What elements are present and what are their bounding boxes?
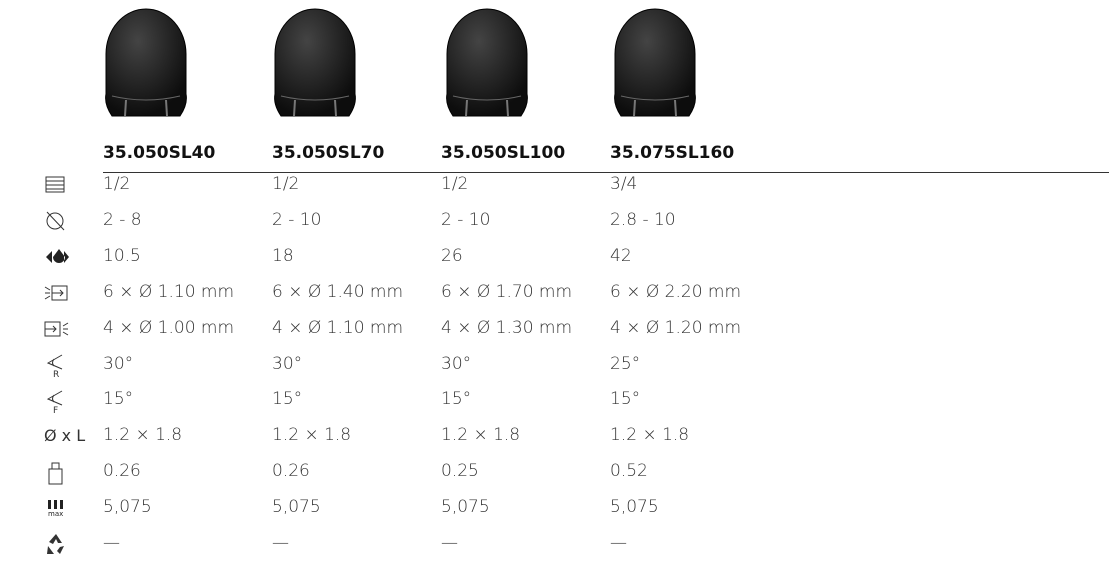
recycle-icon <box>47 534 64 554</box>
front-angle-icon: F <box>46 390 63 414</box>
column-header: 35.050SL40 <box>103 143 216 163</box>
cell: 1/2 <box>272 174 300 194</box>
cell: 6 × Ø 2.20 mm <box>610 281 742 302</box>
cell: 5,075 <box>610 497 659 518</box>
cell: 5,075 <box>272 497 321 518</box>
cell: 2 - 8 <box>103 209 142 230</box>
cell: 1.2 × 1.8 <box>441 425 521 446</box>
cell: 2 - 10 <box>441 209 491 230</box>
cell: 1.2 × 1.8 <box>610 425 690 446</box>
diameter-icon <box>46 211 65 231</box>
inlet-icon <box>44 285 68 301</box>
cell: — <box>103 533 120 553</box>
cell: 0.25 <box>441 461 479 482</box>
cell: 2 - 10 <box>272 209 322 230</box>
cell: 15° <box>272 389 303 410</box>
cell: 5,075 <box>441 497 490 518</box>
cell: 30° <box>103 353 134 374</box>
cell: 15° <box>610 389 641 410</box>
column-header: 35.050SL70 <box>272 143 385 163</box>
cell: 18 <box>272 245 294 266</box>
nozzle-image <box>613 8 697 117</box>
max-pressure-icon: max <box>48 500 63 518</box>
cell: 1.2 × 1.8 <box>103 425 183 446</box>
svg-text:max: max <box>48 510 63 518</box>
cell: 26 <box>441 245 463 266</box>
cell: 0.26 <box>103 461 141 482</box>
nozzle-image <box>273 8 357 117</box>
cell: 42 <box>610 245 632 266</box>
cell: 1/2 <box>441 174 469 194</box>
svg-text:R: R <box>53 370 59 378</box>
cell: 6 × Ø 1.40 mm <box>272 281 404 302</box>
rear-angle-icon: R <box>46 354 63 378</box>
cell: 10.5 <box>103 245 141 266</box>
svg-text:F: F <box>53 406 58 414</box>
weight-icon <box>48 462 63 485</box>
cell: 6 × Ø 1.10 mm <box>103 281 235 302</box>
cell: 15° <box>441 389 472 410</box>
outlet-icon <box>44 321 69 337</box>
cell: 1.2 × 1.8 <box>272 425 352 446</box>
cell: 6 × Ø 1.70 mm <box>441 281 573 302</box>
cell: 4 × Ø 1.30 mm <box>441 317 573 338</box>
cell: 4 × Ø 1.10 mm <box>272 317 404 338</box>
column-header: 35.075SL160 <box>610 143 735 163</box>
cell: 4 × Ø 1.00 mm <box>103 317 235 338</box>
cell: 30° <box>272 353 303 374</box>
cell: 0.26 <box>272 461 310 482</box>
thread-icon <box>45 176 65 193</box>
cell: 0.52 <box>610 461 648 482</box>
cell: 4 × Ø 1.20 mm <box>610 317 742 338</box>
cell: 25° <box>610 353 641 374</box>
cell: 30° <box>441 353 472 374</box>
row-label: Ø x L <box>44 426 86 445</box>
cell: 15° <box>103 389 134 410</box>
product-images <box>104 8 697 117</box>
nozzle-image <box>104 8 188 117</box>
flow-icon <box>46 249 69 263</box>
cell: — <box>272 533 289 553</box>
cell: — <box>441 533 458 553</box>
header-rule <box>103 172 1109 173</box>
cell: — <box>610 533 627 553</box>
cell: 2.8 - 10 <box>610 209 676 230</box>
cell: 3/4 <box>610 174 638 194</box>
cell: 1/2 <box>103 174 131 194</box>
nozzle-image <box>445 8 529 117</box>
cell: 5,075 <box>103 497 152 518</box>
column-header: 35.050SL100 <box>441 143 566 163</box>
